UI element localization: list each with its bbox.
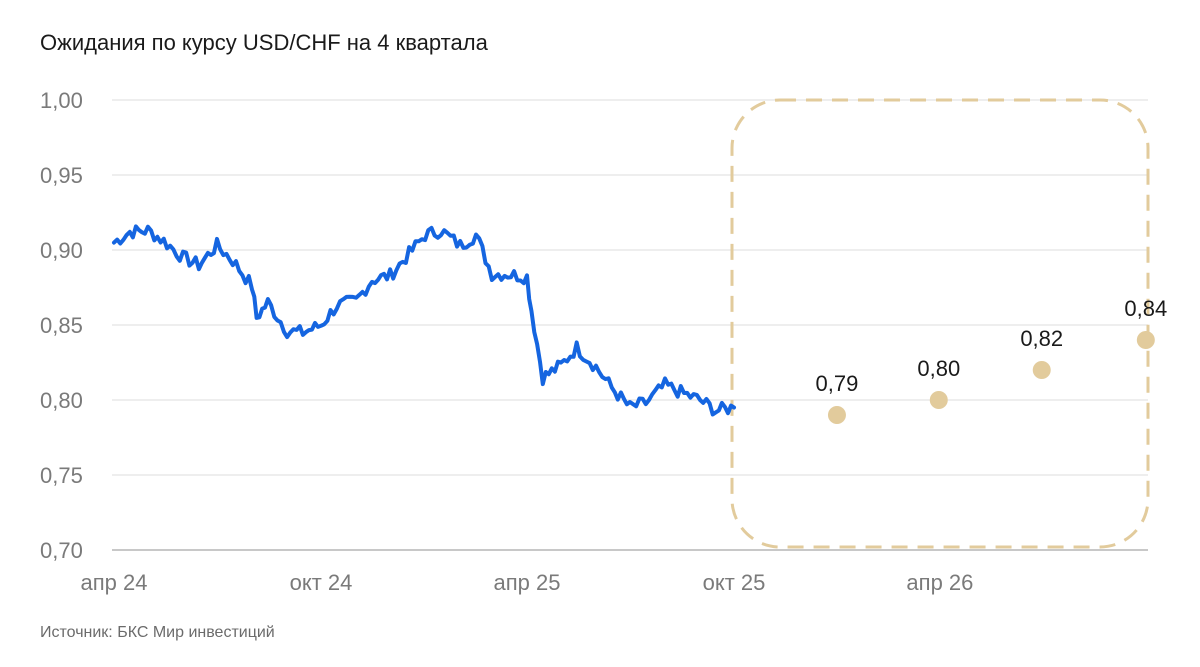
grid-lines	[112, 99, 1148, 551]
y-tick-label: 0,70	[40, 538, 83, 563]
x-tick-label: окт 24	[290, 570, 353, 595]
x-tick-label: апр 24	[81, 570, 148, 595]
y-axis: 0,70 0,75 0,80 0,85 0,90 0,95 1,00	[40, 88, 83, 563]
source-note: Источник: БКС Мир инвестиций	[40, 624, 275, 641]
x-axis: апр 24 окт 24 апр 25 окт 25 апр 26	[81, 570, 974, 595]
y-tick-label: 0,95	[40, 163, 83, 188]
y-tick-label: 0,75	[40, 463, 83, 488]
forecast-series: 0,79 0,80 0,82 0,84	[816, 296, 1167, 424]
forecast-label: 0,82	[1020, 326, 1063, 351]
y-tick-label: 0,90	[40, 238, 83, 263]
forecast-label: 0,79	[816, 371, 859, 396]
history-series-line	[112, 224, 736, 417]
y-tick-label: 0,80	[40, 388, 83, 413]
x-tick-label: апр 26	[906, 570, 973, 595]
forecast-point	[1136, 331, 1155, 349]
y-tick-label: 1,00	[40, 88, 83, 113]
forecast-point	[827, 406, 846, 424]
forecast-zone	[730, 98, 1150, 549]
chart-title: Ожидания по курсу USD/CHF на 4 квартала	[40, 30, 488, 55]
forecast-label: 0,80	[917, 356, 960, 381]
x-tick-label: окт 25	[703, 570, 766, 595]
forecast-label: 0,84	[1124, 296, 1167, 321]
forecast-point	[929, 391, 948, 409]
x-tick-label: апр 25	[493, 570, 560, 595]
forecast-point	[1032, 361, 1051, 379]
y-tick-label: 0,85	[40, 313, 83, 338]
